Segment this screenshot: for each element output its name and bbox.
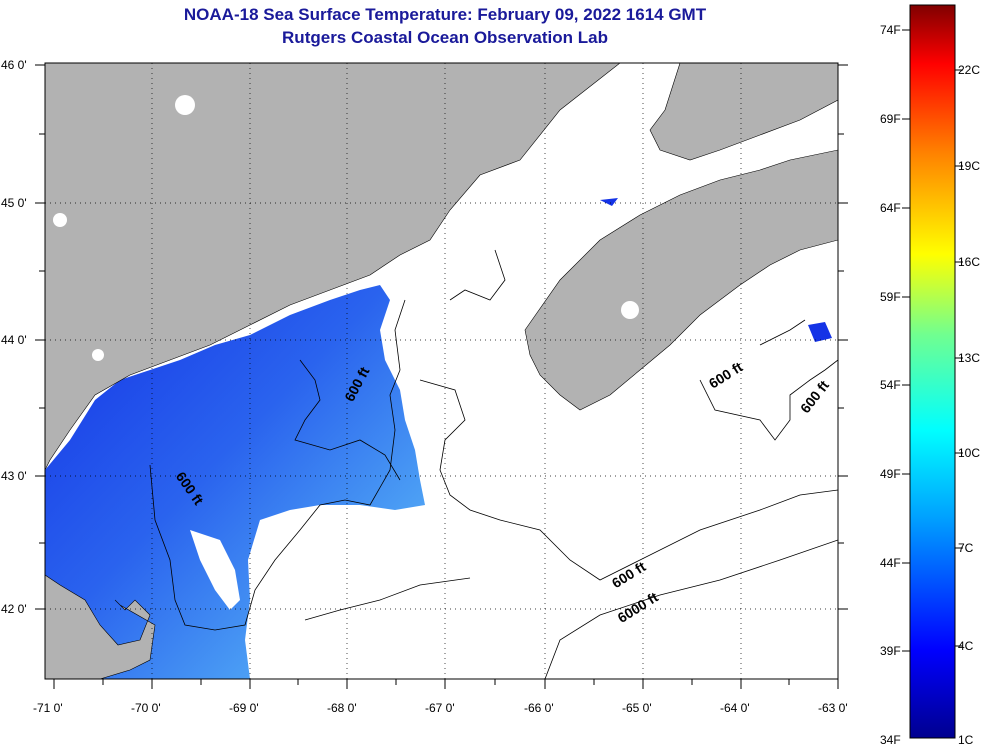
graticule <box>45 63 838 679</box>
land-nova-scotia <box>524 149 838 411</box>
lat-label: 43 0' <box>1 469 27 483</box>
colorbar-f-label: 39F <box>880 644 901 658</box>
colorbar <box>909 4 956 739</box>
lat-label: 46 0' <box>1 58 27 72</box>
lon-label: -70 0' <box>131 701 161 715</box>
land-massachusetts <box>45 574 156 679</box>
lon-label: -67 0' <box>425 701 455 715</box>
bathymetry-contours <box>149 249 838 679</box>
colorbar-c-labels: 22C 19C 16C 13C 10C 7C 4C 1C <box>958 63 980 747</box>
lat-label: 45 0' <box>1 196 27 210</box>
colorbar-c-label: 13C <box>958 351 980 365</box>
colorbar-c-label: 16C <box>958 255 980 269</box>
colorbar-c-label: 1C <box>958 733 974 747</box>
map-title: NOAA-18 Sea Surface Temperature: Februar… <box>183 5 707 24</box>
colorbar-c-label: 7C <box>958 541 974 555</box>
lon-label: -66 0' <box>524 701 554 715</box>
colorbar-f-label: 69F <box>880 112 901 126</box>
lon-label: -65 0' <box>622 701 652 715</box>
colorbar-f-label: 54F <box>880 378 901 392</box>
lat-label: 44 0' <box>1 333 27 347</box>
land-cape-breton <box>649 63 838 161</box>
lat-label: 42 0' <box>1 602 27 616</box>
colorbar-f-label: 44F <box>880 556 901 570</box>
colorbar-f-label: 74F <box>880 23 901 37</box>
lon-label: -64 0' <box>720 701 750 715</box>
lon-labels: -71 0' -70 0' -69 0' -68 0' -67 0' -66 0… <box>33 701 848 715</box>
colorbar-f-label: 49F <box>880 467 901 481</box>
lon-ticks <box>53 679 839 689</box>
map-frame <box>44 62 839 680</box>
colorbar-c-label: 19C <box>958 159 980 173</box>
lon-label: -63 0' <box>818 701 848 715</box>
map-subtitle: Rutgers Coastal Ocean Observation Lab <box>282 28 608 47</box>
colorbar-f-label: 64F <box>880 201 901 215</box>
colorbar-c-label: 10C <box>958 446 980 460</box>
colorbar-c-label: 22C <box>958 63 980 77</box>
lat-labels: 46 0' 45 0' 44 0' 43 0' 42 0' <box>1 58 27 616</box>
colorbar-c-label: 4C <box>958 639 974 653</box>
lon-label: -68 0' <box>327 701 357 715</box>
colorbar-f-labels: 74F 69F 64F 59F 54F 49F 44F 39F 34F <box>880 23 901 747</box>
colorbar-f-label: 34F <box>880 733 901 747</box>
lon-label: -71 0' <box>33 701 63 715</box>
colorbar-f-label: 59F <box>880 290 901 304</box>
colorbar-ticks <box>902 29 963 652</box>
no-data-patch <box>190 530 240 610</box>
sst-patch-ns <box>808 322 832 342</box>
land-maine-nb <box>45 63 621 471</box>
sst-patch-bay <box>600 198 618 206</box>
lat-ticks <box>35 64 848 610</box>
sst-data-region <box>45 285 425 679</box>
lon-label: -69 0' <box>229 701 259 715</box>
